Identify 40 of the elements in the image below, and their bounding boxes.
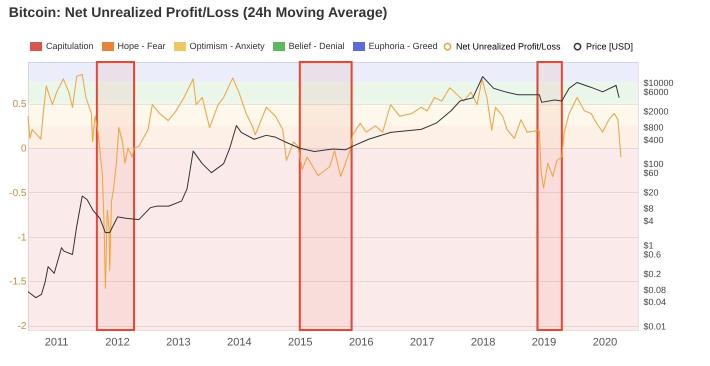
y2-tick-label: $2000 bbox=[644, 106, 669, 116]
y2-tick-label: $0.04 bbox=[644, 297, 666, 308]
x-tick-label: 2012 bbox=[105, 336, 130, 348]
x-tick-label: 2019 bbox=[532, 336, 556, 348]
y2-tick-label: $20 bbox=[644, 188, 659, 198]
y2-tick-label: $1 bbox=[644, 240, 654, 250]
y2-tick-label: $8 bbox=[644, 204, 654, 214]
y2-tick-label: $0.01 bbox=[644, 322, 666, 332]
x-tick-label: 2016 bbox=[348, 336, 374, 348]
legend-label: Optimism - Anxiety bbox=[190, 41, 265, 51]
y-tick-label: -2 bbox=[18, 321, 27, 332]
y2-tick-label: $0.08 bbox=[644, 284, 666, 295]
legend-label: Belief - Denial bbox=[288, 41, 345, 51]
y-tick-label: 0 bbox=[20, 144, 27, 155]
legend-label: Hope - Fear bbox=[118, 41, 166, 51]
legend-label: Net Unrealized Profit/Loss bbox=[456, 42, 562, 52]
chart-title: Bitcoin: Net Unrealized Profit/Loss (24h Moving Average) bbox=[8, 4, 388, 20]
legend-label: Capitulation bbox=[46, 41, 94, 51]
y2-tick-label: $60 bbox=[644, 168, 659, 178]
x-tick-label: 2020 bbox=[592, 336, 618, 348]
x-tick-label: 2014 bbox=[227, 336, 252, 348]
y2-tick-label: $100 bbox=[644, 159, 664, 170]
x-tick-label: 2015 bbox=[288, 336, 313, 348]
x-tick-label: 2018 bbox=[470, 336, 496, 348]
x-tick-label: 2011 bbox=[44, 336, 68, 348]
y2-tick-label: $0.2 bbox=[644, 268, 662, 279]
y-tick-label: -0.5 bbox=[9, 188, 27, 199]
legend-label: Euphoria - Greed bbox=[368, 41, 438, 51]
x-tick-label: 2017 bbox=[410, 336, 434, 348]
y2-tick-label: $4 bbox=[644, 216, 654, 226]
y2-tick-label: $6000 bbox=[644, 87, 669, 98]
legend-label: Price [USD] bbox=[586, 42, 634, 52]
y2-tick-label: $0.6 bbox=[644, 249, 662, 260]
y-tick-label: -1 bbox=[18, 232, 27, 244]
y2-tick-label: $400 bbox=[644, 134, 664, 145]
y2-tick-label: $800 bbox=[644, 122, 664, 133]
y-tick-label: -1.5 bbox=[9, 276, 27, 288]
y-tick-label: 0.5 bbox=[12, 99, 27, 110]
x-tick-label: 2013 bbox=[166, 336, 191, 348]
y2-tick-label: $10000 bbox=[644, 78, 674, 88]
